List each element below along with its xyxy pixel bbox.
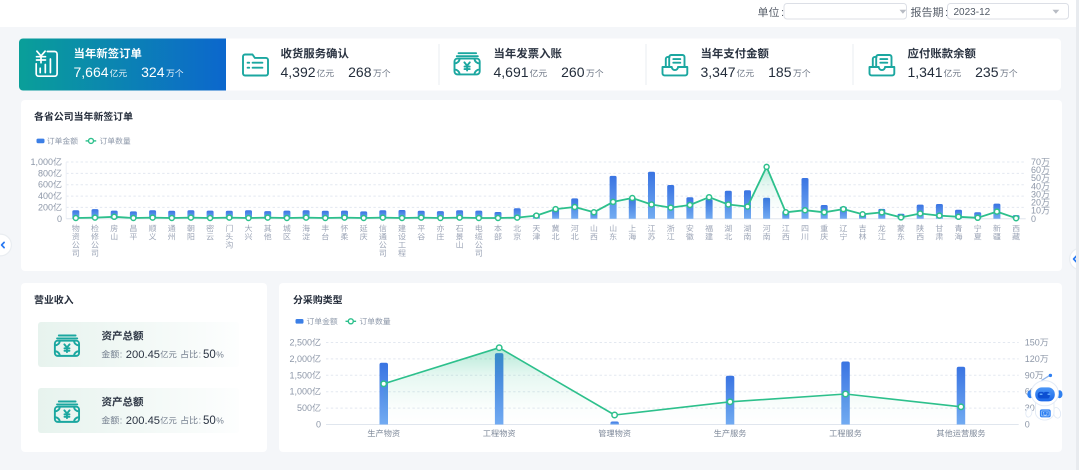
svg-text:90: 90 bbox=[1025, 370, 1035, 380]
svg-text:%: % bbox=[216, 415, 224, 425]
svg-text:50: 50 bbox=[203, 415, 216, 427]
svg-text:0: 0 bbox=[57, 214, 62, 224]
svg-text::: : bbox=[945, 7, 948, 19]
svg-text:200: 200 bbox=[38, 202, 53, 212]
svg-text:50: 50 bbox=[1031, 173, 1041, 183]
svg-text:60: 60 bbox=[1031, 165, 1041, 175]
svg-text:800: 800 bbox=[38, 168, 53, 178]
svg-text:0: 0 bbox=[1031, 214, 1036, 224]
svg-text:200.45: 200.45 bbox=[126, 349, 160, 361]
svg-text:3,347: 3,347 bbox=[701, 64, 736, 80]
svg-text:4,392: 4,392 bbox=[281, 64, 316, 80]
svg-text:7,664: 7,664 bbox=[74, 64, 109, 80]
svg-text:2,000: 2,000 bbox=[289, 354, 312, 364]
svg-text:50: 50 bbox=[203, 349, 216, 361]
svg-text:%: % bbox=[216, 349, 224, 359]
svg-text:0: 0 bbox=[1025, 420, 1030, 430]
svg-text:324: 324 bbox=[141, 64, 165, 80]
svg-text:268: 268 bbox=[348, 64, 372, 80]
svg-text::: : bbox=[199, 349, 202, 359]
svg-text:70: 70 bbox=[1031, 157, 1041, 167]
svg-text:500: 500 bbox=[297, 403, 312, 413]
svg-text:2,500: 2,500 bbox=[289, 338, 312, 348]
svg-text:0: 0 bbox=[316, 420, 321, 430]
svg-text:120: 120 bbox=[1025, 354, 1040, 364]
svg-text:2023-12: 2023-12 bbox=[954, 7, 991, 18]
svg-text:1,341: 1,341 bbox=[908, 64, 943, 80]
svg-text:20: 20 bbox=[1031, 198, 1041, 208]
svg-text::: : bbox=[120, 415, 123, 425]
svg-text::: : bbox=[781, 7, 784, 19]
svg-text:4,691: 4,691 bbox=[494, 64, 529, 80]
svg-text::: : bbox=[120, 349, 123, 359]
svg-text:600: 600 bbox=[38, 180, 53, 190]
svg-text:10: 10 bbox=[1031, 206, 1041, 216]
svg-text:150: 150 bbox=[1025, 338, 1040, 348]
svg-text:200.45: 200.45 bbox=[126, 415, 160, 427]
svg-text:400: 400 bbox=[38, 191, 53, 201]
svg-text:1,500: 1,500 bbox=[289, 370, 312, 380]
svg-text:260: 260 bbox=[561, 64, 585, 80]
svg-text::: : bbox=[199, 415, 202, 425]
svg-text:40: 40 bbox=[1031, 181, 1041, 191]
svg-text:1,000: 1,000 bbox=[30, 157, 53, 167]
svg-text:185: 185 bbox=[768, 64, 792, 80]
svg-text:1,000: 1,000 bbox=[289, 387, 312, 397]
svg-text:30: 30 bbox=[1031, 189, 1041, 199]
svg-text:235: 235 bbox=[975, 64, 999, 80]
